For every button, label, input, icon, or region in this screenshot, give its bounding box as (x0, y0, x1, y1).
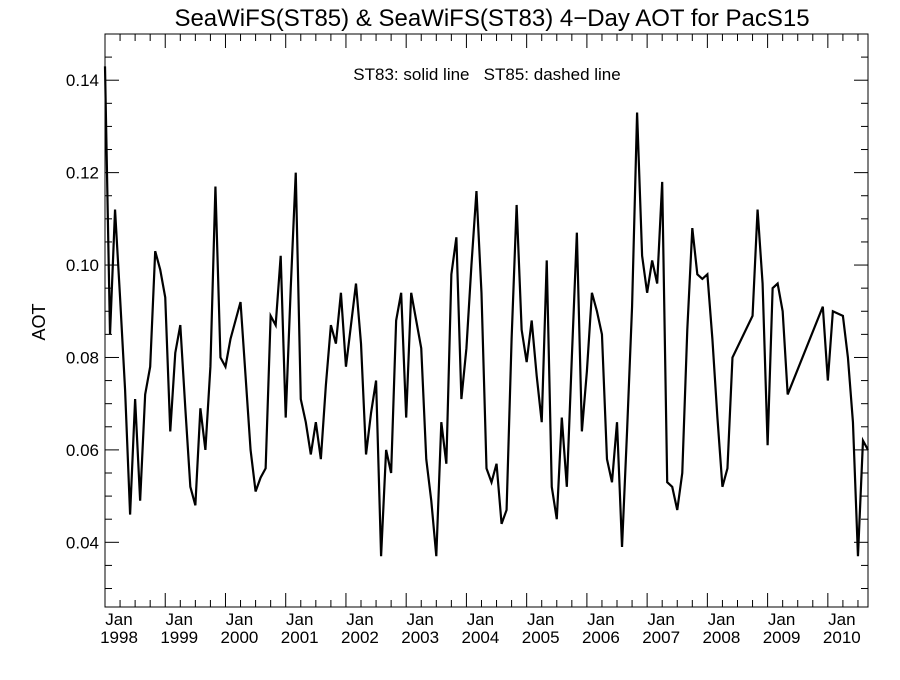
y-tick-label: 0.14 (66, 71, 99, 90)
x-tick-month-label: Jan (166, 610, 193, 629)
chart-subtitle: ST83: solid line ST85: dashed line (353, 65, 620, 84)
x-tick-month-label: Jan (527, 610, 554, 629)
x-axis-ticks: Jan1998Jan1999Jan2000Jan2001Jan2002Jan20… (100, 34, 861, 647)
x-tick-year-label: 2009 (763, 628, 801, 647)
x-tick-year-label: 2006 (582, 628, 620, 647)
x-tick-month-label: Jan (708, 610, 735, 629)
x-tick-year-label: 2010 (823, 628, 861, 647)
x-tick-month-label: Jan (105, 610, 132, 629)
x-tick-month-label: Jan (406, 610, 433, 629)
x-tick-month-label: Jan (587, 610, 614, 629)
series-line-solid (103, 66, 869, 557)
x-tick-year-label: 2007 (642, 628, 680, 647)
x-tick-month-label: Jan (286, 610, 313, 629)
x-tick-year-label: 2005 (522, 628, 560, 647)
x-tick-year-label: 2008 (702, 628, 740, 647)
x-tick-month-label: Jan (768, 610, 795, 629)
plot-frame (104, 33, 869, 608)
x-tick-year-label: 1999 (160, 628, 198, 647)
x-tick-month-label: Jan (467, 610, 494, 629)
x-tick-month-label: Jan (346, 610, 373, 629)
x-tick-year-label: 2002 (341, 628, 379, 647)
x-tick-year-label: 2004 (462, 628, 500, 647)
y-tick-label: 0.12 (66, 164, 99, 183)
y-axis-label: AOT (29, 303, 49, 340)
x-tick-month-label: Jan (828, 610, 855, 629)
x-tick-year-label: 2003 (401, 628, 439, 647)
x-tick-month-label: Jan (647, 610, 674, 629)
x-tick-year-label: 1998 (100, 628, 138, 647)
y-tick-label: 0.06 (66, 441, 99, 460)
x-tick-year-label: 2001 (281, 628, 319, 647)
chart-title: SeaWiFS(ST85) & SeaWiFS(ST83) 4−Day AOT … (174, 5, 809, 32)
series-layer (103, 66, 869, 557)
y-tick-label: 0.08 (66, 348, 99, 367)
y-tick-label: 0.04 (66, 533, 99, 552)
x-tick-month-label: Jan (226, 610, 253, 629)
y-tick-label: 0.10 (66, 256, 99, 275)
x-tick-year-label: 2000 (221, 628, 259, 647)
